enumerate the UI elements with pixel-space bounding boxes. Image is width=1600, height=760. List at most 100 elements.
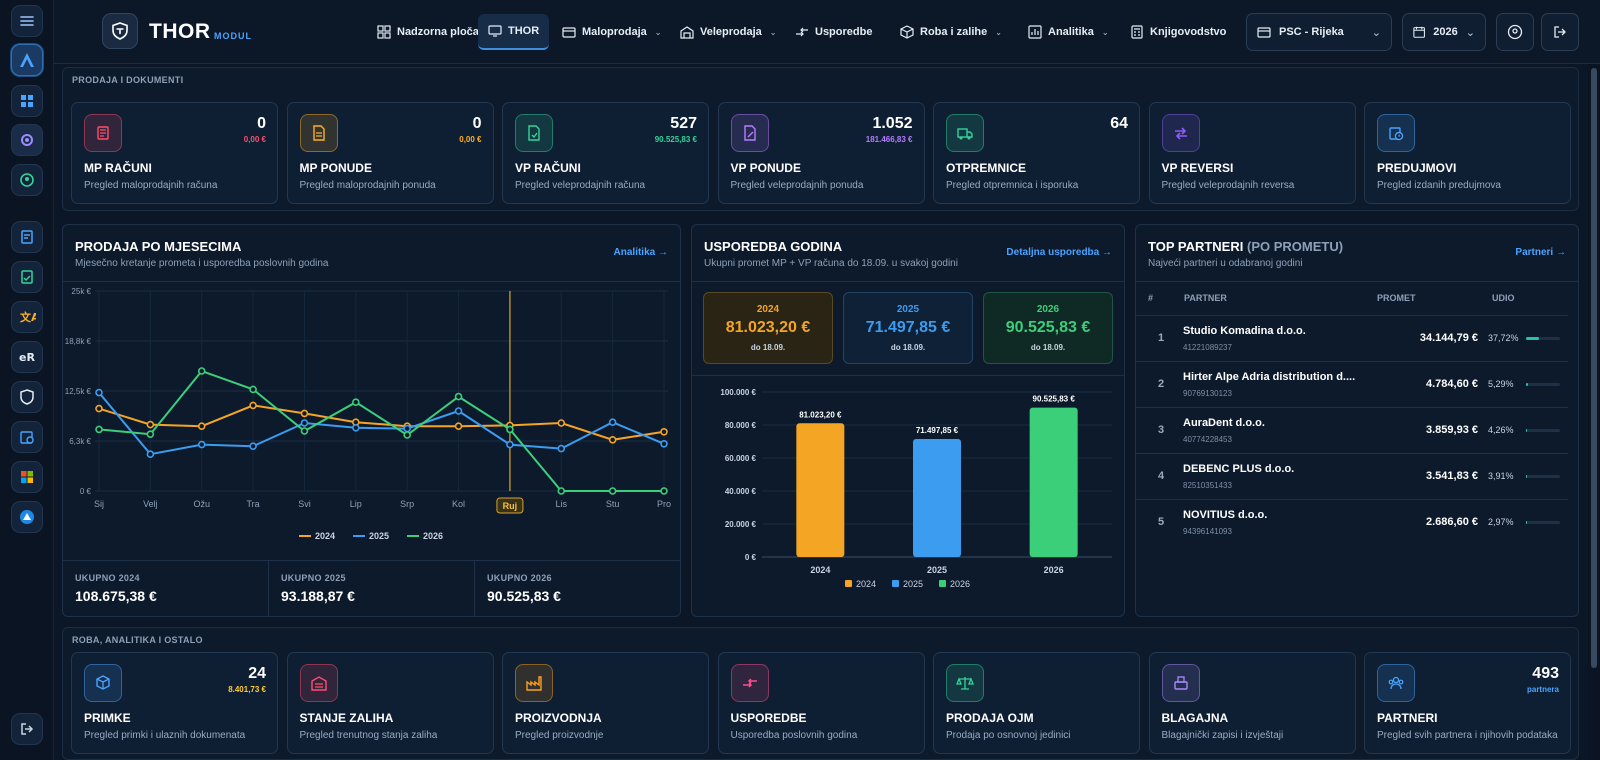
partner-promet: 3.859,93 € [1426,424,1478,436]
card-predujmovi[interactable]: PREDUJMOVI Pregled izdanih predujmova [1364,102,1571,204]
data-point-2026[interactable] [403,431,411,439]
card-prodaja-ojm[interactable]: PRODAJA OJM Prodaja po osnovnoj jedinici [933,652,1140,754]
nav-nadzorna-ploca[interactable]: Nadzorna ploča [367,14,489,50]
data-point-2024[interactable] [197,422,206,430]
data-point-2024[interactable] [300,409,309,418]
detaljna-usporedba-link[interactable]: Detaljna usporedba → [1006,247,1112,258]
nav-roba-i-zalihe[interactable]: Roba i zalihe ⌄ [890,14,1012,50]
sidebar-item-history[interactable] [11,421,43,453]
partner-udio: 2,97% [1488,517,1514,527]
data-point-2024[interactable] [608,436,617,444]
partner-promet: 4.784,60 € [1426,378,1478,390]
year-box-2026: 2026 90.525,83 € do 18.09. [983,292,1113,364]
data-point-2025[interactable] [608,418,617,426]
page-scrollbar[interactable] [1588,64,1600,760]
year-select[interactable]: 2026 ⌄ [1402,13,1486,51]
data-point-2024[interactable] [557,419,566,427]
table-row[interactable]: 1 Studio Komadina d.o.o. 41221089237 34.144… [1136,315,1568,360]
nav-maloprodaja[interactable]: Maloprodaja ⌄ [552,14,672,50]
col-header-partner: PARTNER [1184,293,1227,303]
card-amount: 8.401,73 € [228,685,266,694]
bar-2026[interactable] [1029,407,1078,557]
card-mp-ponude[interactable]: 0 0,00 € MP PONUDE Pregled maloprodajnih po… [286,102,494,204]
sidebar-item-shield[interactable] [11,381,43,413]
logout-side-icon[interactable] [11,713,43,745]
card-stanje-zaliha[interactable]: STANJE ZALIHA Pregled trenutnog stanja za… [286,652,494,754]
data-point-2025[interactable] [95,388,103,397]
analitika-link[interactable]: Analitika → [613,247,668,258]
data-point-2024[interactable] [249,401,257,410]
data-point-2026[interactable] [660,487,668,495]
sidebar: 文A eR [0,0,54,760]
bar-2024[interactable] [796,423,845,557]
sidebar-item-dashboard[interactable] [11,85,43,117]
menu-icon[interactable] [11,5,43,37]
data-point-2025[interactable] [146,450,155,458]
data-point-2025[interactable] [403,424,411,433]
data-point-2026[interactable] [454,392,463,401]
card-usporedbe[interactable]: USPOREDBE Usporedba poslovnih godina [717,652,925,754]
data-point-2024[interactable] [95,404,103,413]
card-blagajna[interactable]: BLAGAJNA Blagajnički zapisi i izvještaji [1148,652,1356,754]
data-point-2026[interactable] [352,398,360,406]
data-point-2026[interactable] [608,487,617,495]
data-point-2024[interactable] [454,422,463,430]
x-tick-label: Lip [350,499,362,509]
sidebar-item-doc-check[interactable] [11,261,43,293]
sidebar-item-app-logo[interactable] [11,44,43,76]
card-title: MP RAČUNI [84,161,152,175]
data-point-2024[interactable] [146,420,155,429]
data-point-2024[interactable] [660,428,668,436]
user-account-button[interactable] [1496,13,1534,51]
y-tick-label: 20.000 € [725,520,757,529]
card-vp-ponude[interactable]: 1.052 181.466,83 € VP PONUDE Pregled velepr… [717,102,925,204]
nav-knjigovodstvo[interactable]: Knjigovodstvo [1120,14,1236,50]
data-point-2025[interactable] [454,407,463,415]
sidebar-item-settings[interactable] [11,124,43,156]
logout-button[interactable] [1541,13,1579,51]
nav-veleprodaja[interactable]: Veleprodaja ⌄ [670,14,786,50]
table-row[interactable]: 5 NOVITIUS d.o.o. 94396141093 2.686,60 € 2,9… [1136,499,1568,544]
sidebar-item-reports[interactable] [11,221,43,253]
bar-2025[interactable] [913,439,961,557]
data-point-2025[interactable] [506,440,514,449]
data-point-2025[interactable] [557,444,566,453]
sidebar-item-translate[interactable]: 文A [11,301,43,333]
y-tick-label: 80.000 € [725,421,757,430]
table-row[interactable]: 3 AuraDent d.o.o. 40774228453 3.859,93 € 4,2… [1136,407,1568,452]
card-mp-računi[interactable]: 0 0,00 € MP RAČUNI Pregled maloprodajnih ra… [71,102,278,204]
nav-thor[interactable]: THOR [478,14,550,50]
card-vp-računi[interactable]: 527 90.525,83 € VP RAČUNI Pregled veleproda… [502,102,709,204]
sidebar-item-cloud[interactable] [11,501,43,533]
data-point-2026[interactable] [249,385,257,394]
scrollbar-thumb[interactable] [1591,68,1597,668]
bar-value-label: 90.525,83 € [1033,395,1076,404]
card-proizvodnja[interactable]: PROIZVODNJA Pregled proizvodnje [502,652,709,754]
data-point-2025[interactable] [197,440,206,449]
table-row[interactable]: 2 Hirter Alpe Adria distribution d.... 907… [1136,361,1568,406]
table-row[interactable]: 4 DEBENC PLUS d.o.o. 82510351433 3.541,83 €… [1136,453,1568,498]
sidebar-item-eracun[interactable]: eR [11,341,43,373]
data-point-2026[interactable] [557,487,566,495]
data-point-2026[interactable] [197,367,206,375]
data-point-2026[interactable] [95,425,103,434]
card-partneri[interactable]: 493 partnera PARTNERI Pregled svih partnera… [1364,652,1571,754]
nav-usporedbe[interactable]: Usporedbe [785,14,882,50]
data-point-2025[interactable] [352,424,360,432]
data-point-2026[interactable] [506,425,514,434]
card-otpremnice[interactable]: 64 OTPREMNICE Pregled otpremnica i isporuk… [933,102,1140,204]
sidebar-item-windows[interactable] [11,461,43,493]
partneri-link[interactable]: Partneri → [1515,247,1566,258]
share-bar [1526,429,1560,432]
data-point-2026[interactable] [146,430,155,438]
card-title: PARTNERI [1377,711,1438,725]
data-point-2025[interactable] [660,440,668,448]
sidebar-item-profile[interactable] [11,164,43,196]
data-point-2026[interactable] [300,427,309,435]
location-select[interactable]: PSC - Rijeka ⌄ [1246,13,1392,51]
data-point-2025[interactable] [249,442,257,450]
nav-analitika[interactable]: Analitika ⌄ [1018,14,1119,50]
card-vp-reversi[interactable]: VP REVERSI Pregled veleprodajnih reversa [1148,102,1356,204]
card-primke[interactable]: 24 8.401,73 € PRIMKE Pregled primki i ulazn… [71,652,278,754]
data-point-2025[interactable] [300,419,309,427]
